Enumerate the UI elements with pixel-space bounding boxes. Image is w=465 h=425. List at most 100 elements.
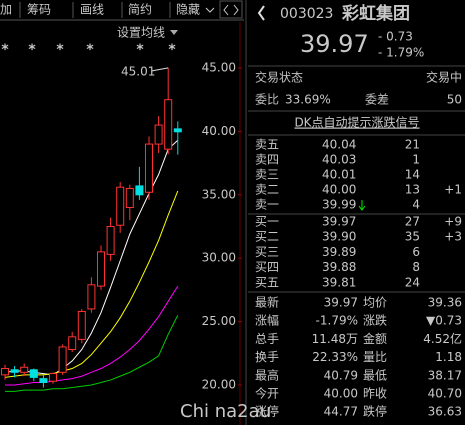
stock-name: 彩虹集团 xyxy=(341,3,410,24)
stat-label: 涨停 xyxy=(255,404,279,419)
book-label: 买一 xyxy=(255,215,279,229)
y-tick-label: 45.00 xyxy=(202,61,236,75)
candle-body xyxy=(77,310,86,340)
stat-value: 39.36 xyxy=(428,296,462,310)
candle-body xyxy=(116,186,125,226)
stat-label: 今开 xyxy=(255,386,279,401)
stat-label: 涨幅 xyxy=(255,313,279,328)
stat-value: ▼0.73 xyxy=(426,314,462,328)
stat-value: 40.70 xyxy=(428,387,462,401)
back-arrow[interactable] xyxy=(257,5,265,21)
stat-label: 总手 xyxy=(255,332,279,346)
book-label: 卖三 xyxy=(255,168,279,182)
ratio-value: 33.69% xyxy=(285,93,331,107)
ma-settings[interactable]: 设置均线 xyxy=(117,26,165,40)
candle-body xyxy=(1,368,9,376)
toolbar-button[interactable]: 画线 xyxy=(80,3,104,17)
ratio-label: 委比 xyxy=(255,93,279,107)
candle-body xyxy=(10,369,19,373)
y-tick-label: 25.00 xyxy=(202,314,236,328)
stat-value: 11.48万 xyxy=(312,332,358,346)
stat-value: 36.63 xyxy=(428,405,462,419)
book-change: +1 xyxy=(444,183,462,197)
event-marker[interactable]: * xyxy=(136,42,144,58)
book-label: 卖四 xyxy=(255,153,279,167)
book-price: 39.81 xyxy=(322,275,356,289)
stat-label: 最低 xyxy=(363,368,387,382)
price-change: - 0.73 xyxy=(378,30,413,44)
candle-body xyxy=(154,124,163,145)
candle-body xyxy=(125,187,134,208)
candle-body xyxy=(29,369,38,378)
stat-value: 38.17 xyxy=(428,368,462,382)
stat-label: 跌停 xyxy=(363,404,387,419)
stat-value: 40.79 xyxy=(324,368,358,382)
stat-label: 均价 xyxy=(363,296,387,310)
toolbar-button[interactable]: 筹码 xyxy=(27,3,51,17)
stat-value: 4.52亿 xyxy=(423,331,462,346)
event-marker[interactable]: * xyxy=(28,42,36,58)
peak-label: 45.01 xyxy=(121,65,155,79)
stat-label: 最新 xyxy=(255,295,279,310)
diff-label: 委差 xyxy=(365,93,389,107)
moving-average xyxy=(5,285,179,386)
signal-link[interactable]: DK点自动提示涨跌信号 xyxy=(294,115,419,130)
book-volume: 4 xyxy=(412,198,420,212)
y-tick-label: 40.00 xyxy=(202,124,236,138)
book-volume: 35 xyxy=(405,230,420,244)
y-tick-label: 35.00 xyxy=(202,187,236,201)
stat-label: 换手 xyxy=(255,350,279,364)
stat-value: 40.00 xyxy=(324,387,358,401)
candle-body xyxy=(173,128,182,133)
book-price: 40.03 xyxy=(322,153,356,167)
candle-body xyxy=(164,99,173,150)
stat-label: 昨收 xyxy=(363,387,387,401)
book-volume: 6 xyxy=(412,245,420,259)
book-label: 卖五 xyxy=(255,138,279,152)
book-label: 买三 xyxy=(255,245,279,259)
nav-arrows[interactable] xyxy=(223,4,239,16)
candle-body xyxy=(135,185,144,196)
book-volume: 21 xyxy=(405,138,420,152)
stat-value: 44.77 xyxy=(324,405,358,419)
candle-body xyxy=(58,346,67,373)
candle-body xyxy=(97,251,105,287)
ma-dropdown[interactable] xyxy=(170,30,178,35)
event-marker[interactable]: * xyxy=(168,42,176,58)
book-volume: 27 xyxy=(405,215,420,229)
book-price: 39.99 xyxy=(322,198,356,212)
book-label: 买五 xyxy=(255,275,279,289)
book-volume: 1 xyxy=(412,153,420,167)
book-price: 40.01 xyxy=(322,168,356,182)
book-price: 40.00 xyxy=(322,183,356,197)
candle-body xyxy=(68,336,77,350)
toolbar-frame xyxy=(0,0,244,21)
stat-value: 1.18 xyxy=(435,350,462,364)
moving-average xyxy=(5,315,179,392)
event-marker[interactable]: * xyxy=(1,42,9,58)
stat-label: 涨跌 xyxy=(363,313,387,328)
event-marker[interactable]: * xyxy=(86,42,94,58)
book-label: 买四 xyxy=(255,260,279,274)
book-price: 39.90 xyxy=(322,230,356,244)
candle-body xyxy=(145,143,153,193)
event-marker[interactable]: * xyxy=(56,42,64,58)
price-change-pct: - 1.79% xyxy=(378,46,424,60)
toolbar-button[interactable]: 简约 xyxy=(128,2,152,17)
toolbar-button[interactable]: 加 xyxy=(0,3,12,17)
stat-value: 22.33% xyxy=(312,350,358,364)
book-change: +3 xyxy=(444,230,462,244)
separators xyxy=(248,65,465,293)
stat-value: -1.79% xyxy=(316,314,358,328)
watermark: Chi na2au xyxy=(180,401,271,422)
status-label: 交易状态 xyxy=(255,70,303,85)
book-volume: 8 xyxy=(412,260,420,274)
book-volume: 14 xyxy=(405,168,420,182)
candle-body xyxy=(49,373,57,382)
book-change: +9 xyxy=(444,215,462,229)
book-label: 卖一 xyxy=(255,198,279,212)
stat-label: 量比 xyxy=(363,350,387,364)
dropdown-icon[interactable] xyxy=(205,7,215,13)
toolbar-button[interactable]: 隐藏 xyxy=(176,3,200,17)
